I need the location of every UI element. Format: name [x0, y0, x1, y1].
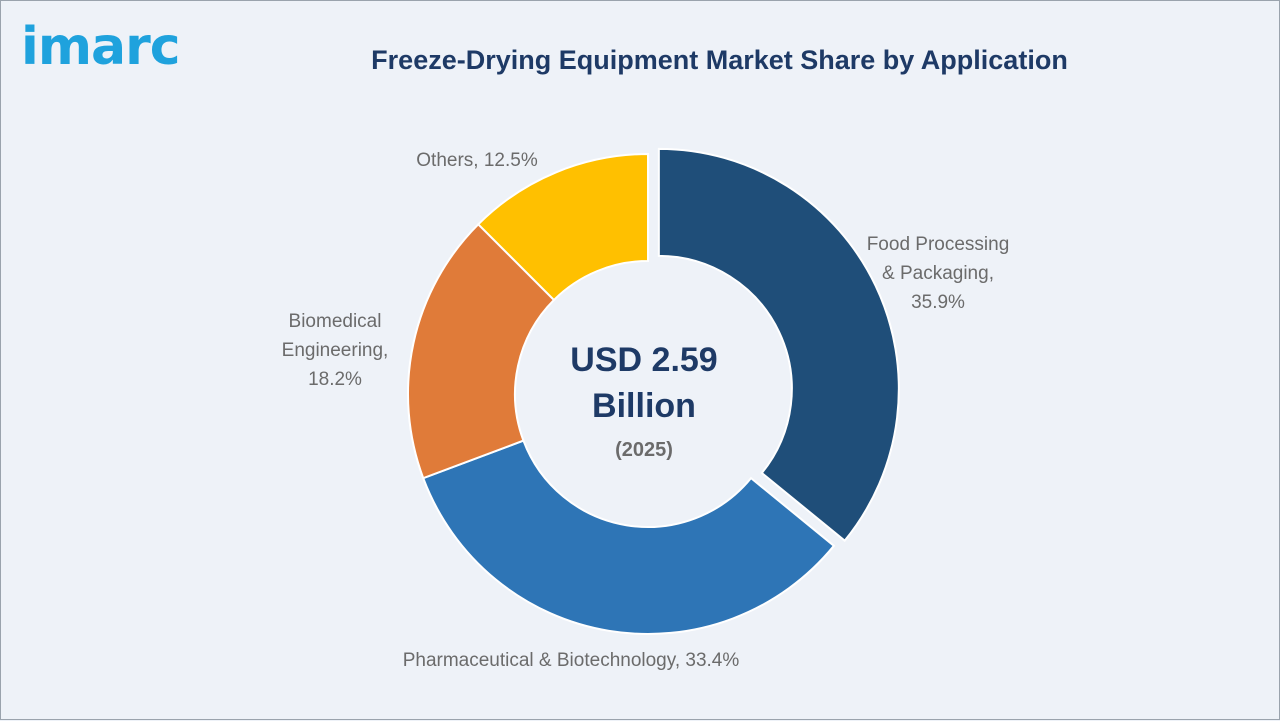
- label-biomedical: Biomedical Engineering, 18.2%: [282, 311, 389, 390]
- label-pharmaceutical: Pharmaceutical & Biotechnology, 33.4%: [403, 650, 740, 671]
- label-others: Others, 12.5%: [416, 150, 538, 171]
- label-food-processing-line: 35.9%: [911, 292, 965, 313]
- slice-food-processing: [657, 147, 900, 543]
- label-food-processing-line: Food Processing: [867, 234, 1010, 255]
- chart-title: Freeze-Drying Equipment Market Share by …: [371, 45, 1068, 75]
- label-food-processing-line: & Packaging,: [882, 263, 994, 284]
- slice-labels: Food Processing & Packaging, 35.9% Pharmace…: [282, 150, 1010, 671]
- slice-pharmaceutical: [421, 439, 836, 635]
- label-biomedical-line: Engineering,: [282, 340, 389, 361]
- center-value-line2: Billion: [592, 387, 696, 425]
- label-others-line: Others, 12.5%: [416, 150, 538, 171]
- label-biomedical-line: 18.2%: [308, 369, 362, 390]
- label-food-processing: Food Processing & Packaging, 35.9%: [867, 234, 1010, 313]
- donut-slices: [407, 147, 900, 635]
- label-biomedical-line: Biomedical: [289, 311, 382, 332]
- slice-biomedical: [407, 222, 556, 480]
- center-value-line1: USD 2.59: [570, 341, 717, 379]
- label-pharmaceutical-line: Pharmaceutical & Biotechnology, 33.4%: [403, 650, 740, 671]
- center-year: (2025): [615, 439, 673, 461]
- slice-others: [476, 152, 649, 302]
- imarc-logo: imarc: [21, 17, 181, 77]
